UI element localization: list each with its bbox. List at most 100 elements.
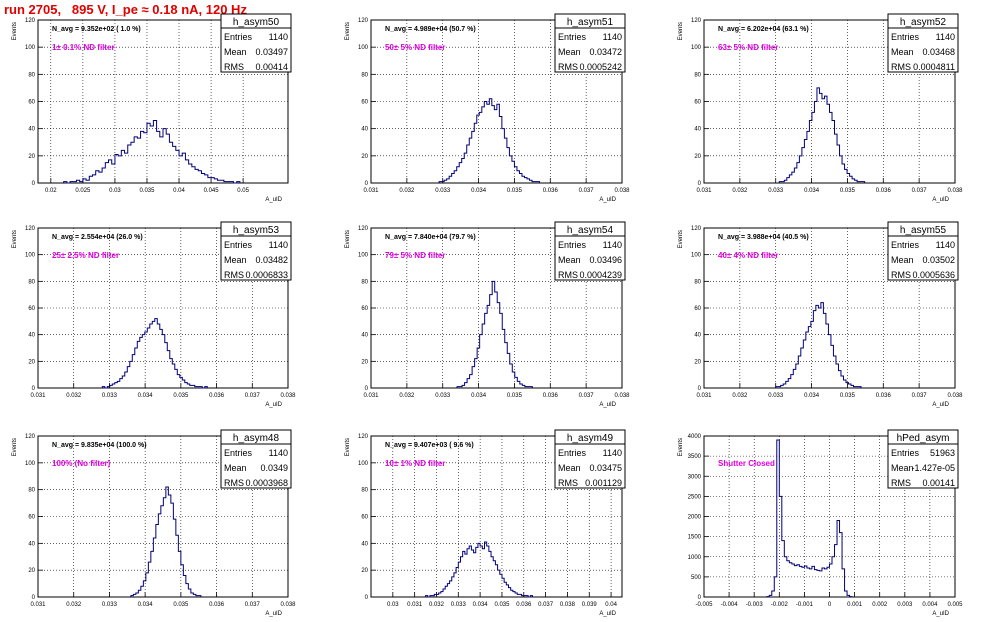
stats-box xyxy=(220,429,292,489)
y-tick-label: 100 xyxy=(358,461,369,467)
x-tick-label: 0.031 xyxy=(407,602,423,608)
histogram-name: hPed_asym xyxy=(897,433,950,444)
x-tick-label: 0.038 xyxy=(947,188,963,194)
x-tick-label: 0.035 xyxy=(507,188,523,194)
histogram-name: h_asym48 xyxy=(233,433,280,444)
stats-value: 0.00414 xyxy=(255,62,288,72)
y-tick-label: 60 xyxy=(361,306,368,312)
y-axis-label: Events xyxy=(678,438,684,456)
stats-value: 1140 xyxy=(603,32,622,42)
y-tick-label: 40 xyxy=(28,333,35,339)
histogram-name: h_asym50 xyxy=(233,17,280,28)
y-tick-label: 20 xyxy=(361,154,368,160)
x-tick-label: 0.038 xyxy=(280,393,296,399)
y-axis-label: Events xyxy=(678,230,684,248)
y-tick-label: 120 xyxy=(25,226,36,232)
x-tick-label: 0.034 xyxy=(471,393,487,399)
stats-value: 0.0006833 xyxy=(245,270,288,280)
x-tick-label: 0.038 xyxy=(614,188,630,194)
x-tick-label: -0.002 xyxy=(771,602,789,608)
histogram-pad: 0.031 0.032 0.033 0.034 0.035 0.036 0.037 0.038… xyxy=(12,221,296,408)
x-tick-label: 0.033 xyxy=(435,188,451,194)
y-tick-label: 40 xyxy=(694,127,701,133)
y-axis-label: Events xyxy=(345,230,351,248)
y-tick-label: 3500 xyxy=(688,454,702,460)
stats-value: 0.03496 xyxy=(589,255,622,265)
stats-key: Mean xyxy=(224,47,247,57)
x-tick-label: 0.036 xyxy=(209,602,225,608)
y-tick-label: 100 xyxy=(358,253,369,259)
x-tick-label: 0.005 xyxy=(947,602,963,608)
x-axis-label: A_uID xyxy=(265,402,282,408)
x-tick-label: 0.037 xyxy=(912,393,928,399)
x-axis-label: A_uID xyxy=(265,197,282,203)
filter-label: 63± 5% ND filter xyxy=(718,43,778,52)
n-avg-label: N_avg = 6.202e+04 (63.1 %) xyxy=(718,26,809,33)
x-tick-label: 0.038 xyxy=(560,602,576,608)
histogram-bins xyxy=(63,120,241,184)
x-tick-label: 0.035 xyxy=(173,602,189,608)
x-tick-label: 0.05 xyxy=(237,188,249,194)
y-tick-label: 20 xyxy=(28,359,35,365)
y-tick-label: 120 xyxy=(358,434,369,440)
y-tick-label: 0 xyxy=(32,386,36,392)
y-tick-label: 60 xyxy=(361,100,368,106)
x-tick-label: 0.032 xyxy=(732,188,748,194)
stats-key: Mean xyxy=(891,47,914,57)
stats-key: Entries xyxy=(891,448,920,458)
stats-value: 0.00141 xyxy=(922,478,955,488)
x-tick-label: 0.034 xyxy=(471,188,487,194)
stats-key: Mean xyxy=(891,463,914,473)
x-tick-label: 0.037 xyxy=(579,393,595,399)
stats-value: 0.03468 xyxy=(922,47,955,57)
histogram-pad: -0.005 -0.004 -0.003 -0.002 -0.001 0 0.001 0.00… xyxy=(678,429,963,617)
stats-value: 1140 xyxy=(603,240,622,250)
filter-label: 1± 0.1% ND filter xyxy=(52,43,115,52)
stats-value: 1140 xyxy=(936,240,955,250)
stats-box xyxy=(887,429,959,489)
filter-label: 50± 5% ND filter xyxy=(385,43,445,52)
filter-label: 40± 4% ND filter xyxy=(718,251,778,260)
x-axis-label: A_uID xyxy=(599,611,616,617)
y-tick-label: 60 xyxy=(694,100,701,106)
x-tick-label: 0 xyxy=(828,602,832,608)
x-tick-label: -0.005 xyxy=(695,602,713,608)
x-tick-label: 0.037 xyxy=(538,602,554,608)
x-tick-label: 0.033 xyxy=(451,602,467,608)
histogram-bins xyxy=(101,318,208,389)
filter-label: Shutter Closed xyxy=(718,459,775,468)
y-tick-label: 80 xyxy=(361,488,368,494)
x-tick-label: 0.03 xyxy=(387,602,399,608)
y-tick-label: 40 xyxy=(694,333,701,339)
n-avg-label: N_avg = 9.407e+03 ( 9.6 %) xyxy=(385,442,474,449)
stats-key: Entries xyxy=(558,32,587,42)
y-tick-label: 3000 xyxy=(688,474,702,480)
x-tick-label: 0.038 xyxy=(947,393,963,399)
x-axis-label: A_uID xyxy=(599,197,616,203)
x-tick-label: 0.045 xyxy=(204,188,220,194)
stats-value: 0.0005242 xyxy=(579,62,622,72)
y-tick-label: 20 xyxy=(694,359,701,365)
histogram-pad: 0.031 0.032 0.033 0.034 0.035 0.036 0.037 0.038… xyxy=(12,429,296,617)
x-tick-label: 0.003 xyxy=(897,602,913,608)
x-tick-label: 0.034 xyxy=(804,393,820,399)
stats-box xyxy=(554,429,626,489)
x-tick-label: 0.031 xyxy=(696,393,712,399)
x-tick-label: 0.031 xyxy=(696,188,712,194)
y-tick-label: 0 xyxy=(365,386,369,392)
stats-key: RMS xyxy=(558,478,578,488)
y-tick-label: 100 xyxy=(25,461,36,467)
histogram-pad: 0.031 0.032 0.033 0.034 0.035 0.036 0.037 0.038… xyxy=(678,221,963,408)
y-tick-label: 80 xyxy=(28,488,35,494)
y-tick-label: 120 xyxy=(691,18,702,24)
y-tick-label: 100 xyxy=(25,45,36,51)
filter-label: 10± 1% ND filter xyxy=(385,459,445,468)
stats-key: RMS xyxy=(224,270,244,280)
y-tick-label: 80 xyxy=(361,72,368,78)
stats-key: RMS xyxy=(891,478,911,488)
y-tick-label: 0 xyxy=(32,181,36,187)
y-tick-label: 20 xyxy=(361,359,368,365)
stats-key: Mean xyxy=(224,463,247,473)
stats-key: Entries xyxy=(891,32,920,42)
y-tick-label: 120 xyxy=(358,18,369,24)
